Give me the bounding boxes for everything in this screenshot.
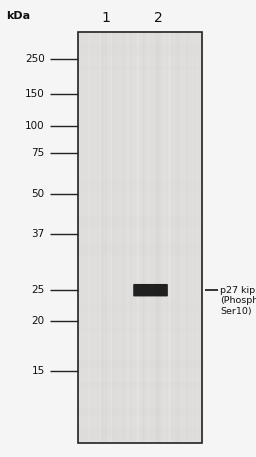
Bar [156, 32, 161, 443]
Bar [178, 32, 179, 443]
Bar [78, 66, 202, 69]
Bar [78, 32, 202, 443]
Bar [112, 32, 115, 443]
Bar [186, 32, 188, 443]
Bar [129, 32, 132, 443]
Bar [99, 32, 103, 443]
Bar [122, 32, 124, 443]
Bar [88, 32, 91, 443]
Bar [141, 32, 144, 443]
Bar [78, 382, 202, 388]
Bar [111, 32, 113, 443]
FancyBboxPatch shape [133, 284, 168, 297]
Bar [183, 32, 186, 443]
Bar [99, 32, 101, 443]
Bar [116, 32, 118, 443]
Bar [78, 407, 202, 414]
Bar [146, 32, 149, 443]
Bar [163, 32, 166, 443]
Text: 250: 250 [25, 54, 45, 64]
Bar [168, 32, 173, 443]
Bar [175, 32, 179, 443]
Bar [182, 32, 186, 443]
Bar [101, 32, 105, 443]
Bar [175, 32, 179, 443]
Bar [99, 32, 102, 443]
Bar [78, 302, 202, 313]
Bar [146, 32, 151, 443]
Text: kDa: kDa [6, 11, 30, 21]
Bar [200, 32, 204, 443]
Bar [137, 32, 141, 443]
Bar [197, 32, 198, 443]
Text: p27 kip1
(Phospho-
Ser10): p27 kip1 (Phospho- Ser10) [220, 286, 256, 316]
Bar [124, 32, 127, 443]
Bar [78, 360, 202, 369]
Bar [111, 32, 114, 443]
Bar [127, 32, 130, 443]
Bar [143, 32, 147, 443]
Bar [104, 32, 107, 443]
Text: 25: 25 [31, 285, 45, 295]
Bar [112, 32, 115, 443]
Bar [78, 32, 202, 443]
Bar [78, 217, 202, 228]
Bar [78, 180, 202, 192]
Bar [154, 32, 159, 443]
Bar [78, 43, 202, 56]
Text: 100: 100 [25, 121, 45, 131]
Bar [121, 32, 124, 443]
Text: 37: 37 [31, 229, 45, 239]
Bar [137, 32, 140, 443]
Bar [171, 32, 173, 443]
Text: 15: 15 [31, 366, 45, 376]
Bar [78, 427, 202, 439]
Text: 150: 150 [25, 89, 45, 99]
Bar [78, 326, 202, 332]
Bar [78, 244, 202, 255]
Bar [100, 32, 103, 443]
Bar [177, 32, 180, 443]
Bar [136, 32, 139, 443]
Bar [78, 413, 202, 417]
Bar [145, 32, 148, 443]
Text: 1: 1 [102, 11, 111, 25]
Bar [186, 32, 187, 443]
Text: 20: 20 [32, 316, 45, 326]
Text: 50: 50 [32, 189, 45, 199]
Text: 75: 75 [31, 148, 45, 158]
Text: 2: 2 [154, 11, 163, 25]
